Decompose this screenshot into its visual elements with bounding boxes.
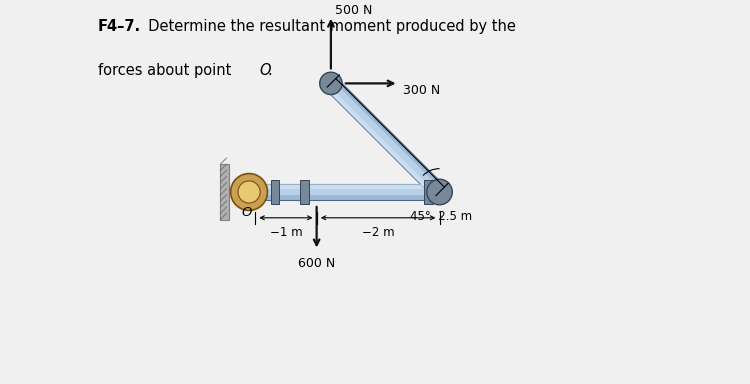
- Bar: [424, 180, 433, 204]
- Text: −2 m: −2 m: [362, 227, 394, 239]
- Text: O: O: [260, 63, 271, 78]
- Text: forces about point: forces about point: [98, 63, 236, 78]
- Text: 300 N: 300 N: [404, 84, 441, 97]
- Polygon shape: [266, 184, 440, 189]
- Text: 500 N: 500 N: [335, 4, 373, 17]
- Text: 600 N: 600 N: [298, 257, 335, 270]
- Bar: [300, 180, 309, 204]
- Text: 45°  2.5 m: 45° 2.5 m: [410, 210, 472, 223]
- Text: O: O: [242, 205, 252, 218]
- Circle shape: [238, 181, 260, 203]
- Circle shape: [230, 174, 268, 210]
- Polygon shape: [266, 195, 440, 200]
- Circle shape: [427, 179, 452, 205]
- Text: .: .: [268, 63, 272, 78]
- Text: −1 m: −1 m: [269, 227, 302, 239]
- Bar: [220, 164, 230, 220]
- Circle shape: [320, 72, 342, 94]
- Text: Determine the resultant moment produced by the: Determine the resultant moment produced …: [139, 19, 516, 34]
- Polygon shape: [326, 78, 446, 198]
- Polygon shape: [326, 86, 437, 198]
- Bar: [271, 180, 279, 204]
- Polygon shape: [333, 78, 446, 190]
- Text: F4–7.: F4–7.: [98, 19, 141, 34]
- Polygon shape: [266, 184, 440, 200]
